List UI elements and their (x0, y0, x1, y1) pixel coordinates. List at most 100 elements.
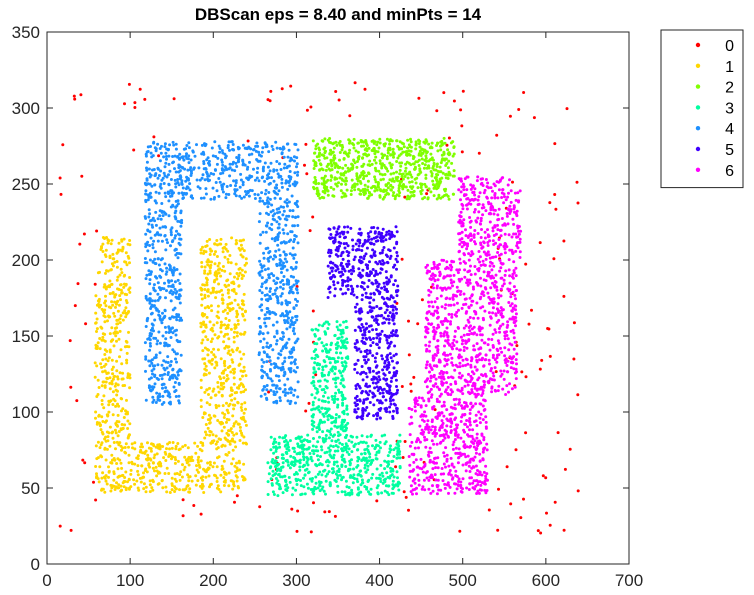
data-point (117, 486, 121, 490)
data-point (356, 487, 360, 491)
data-point (144, 216, 148, 220)
data-point (366, 196, 370, 200)
data-point (154, 210, 158, 214)
data-point (344, 479, 348, 483)
data-point (355, 302, 359, 306)
data-point (288, 252, 292, 256)
data-point (275, 339, 279, 343)
data-point (282, 314, 286, 318)
data-point (375, 476, 379, 480)
data-point (161, 311, 164, 315)
data-point (101, 242, 105, 246)
data-point (322, 394, 325, 398)
data-point (348, 114, 352, 118)
data-point (355, 435, 359, 439)
data-point (205, 433, 208, 437)
data-point (372, 146, 376, 150)
data-point (144, 355, 148, 359)
data-point (227, 319, 231, 322)
data-point (296, 279, 300, 283)
data-point (227, 349, 231, 353)
data-point (241, 143, 245, 147)
data-point (505, 465, 509, 469)
data-point (171, 326, 174, 330)
data-point (424, 138, 428, 142)
data-point (156, 363, 160, 367)
data-point (346, 169, 350, 173)
data-point (374, 271, 378, 275)
data-point (338, 140, 342, 143)
data-point (311, 444, 315, 448)
data-point (144, 154, 148, 158)
data-point (317, 146, 321, 150)
data-point (318, 196, 322, 200)
data-point (115, 251, 119, 255)
data-point (232, 433, 236, 437)
data-point (348, 148, 352, 152)
data-point (258, 330, 262, 334)
data-point (210, 337, 214, 341)
data-point (356, 179, 360, 183)
data-point (353, 401, 357, 405)
data-point (98, 347, 102, 351)
data-point (240, 475, 244, 478)
data-point (150, 322, 154, 326)
data-point (422, 166, 426, 170)
data-point (395, 254, 399, 258)
data-point (127, 445, 130, 449)
data-point (258, 259, 262, 263)
data-point (278, 263, 282, 267)
data-point (228, 302, 232, 306)
data-point (388, 161, 392, 165)
data-point (395, 361, 399, 365)
data-point (331, 397, 335, 401)
data-point (353, 363, 357, 366)
data-point (231, 360, 235, 364)
data-point (233, 440, 237, 444)
data-point (390, 139, 394, 143)
data-point (158, 341, 162, 345)
data-point (211, 290, 215, 294)
data-point (157, 174, 161, 177)
data-point (211, 186, 215, 190)
data-point (273, 335, 276, 339)
data-point (252, 148, 256, 151)
data-point (378, 260, 382, 263)
data-point (187, 161, 191, 165)
data-point (240, 431, 243, 435)
data-point (236, 386, 239, 390)
data-point (267, 259, 271, 263)
data-point (284, 391, 288, 395)
data-point (344, 436, 348, 439)
data-point (286, 279, 289, 283)
data-point (333, 478, 337, 482)
data-point (396, 442, 400, 446)
data-point (361, 293, 364, 297)
data-point (333, 433, 336, 437)
data-point (357, 472, 361, 476)
data-point (446, 148, 450, 152)
data-point (410, 180, 414, 184)
data-point (179, 288, 183, 292)
data-point (95, 472, 98, 476)
data-point (239, 369, 243, 373)
data-point (356, 176, 360, 180)
data-point (409, 149, 413, 153)
data-point (112, 344, 116, 348)
data-point (230, 348, 234, 352)
data-point (448, 173, 452, 177)
data-point (267, 191, 271, 194)
data-point (234, 262, 238, 266)
data-point (273, 288, 277, 292)
data-point (233, 298, 237, 302)
data-point (237, 422, 241, 426)
data-point (217, 271, 221, 275)
data-point (212, 461, 216, 465)
data-point (204, 475, 208, 479)
data-point (149, 151, 153, 155)
data-point (200, 303, 204, 307)
data-point (344, 364, 348, 368)
data-point (167, 173, 170, 177)
data-point (216, 348, 220, 352)
data-point (260, 358, 264, 362)
